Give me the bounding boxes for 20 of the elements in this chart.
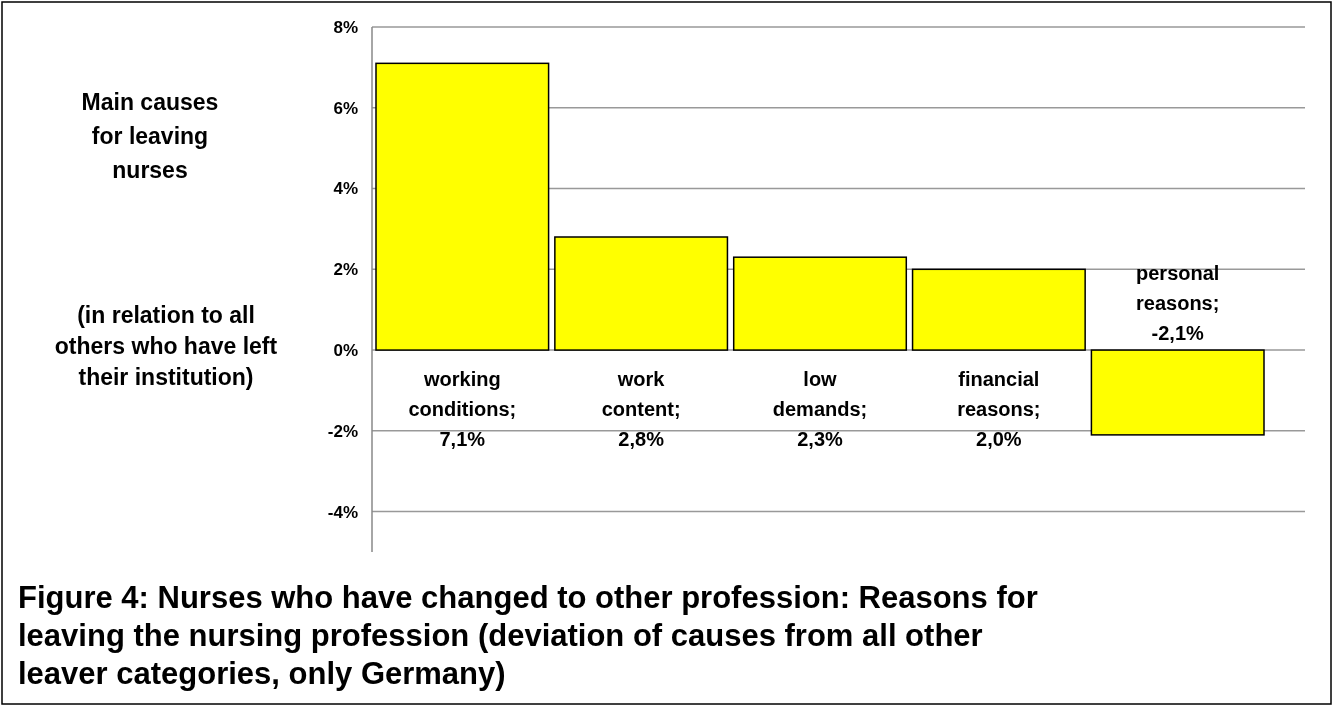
x-tick-label: working conditions; 7,1% bbox=[408, 368, 517, 451]
y-tick-label: 4% bbox=[333, 179, 358, 199]
text: (in relation to all others who have left their institution) bbox=[54, 302, 278, 390]
text: Figure 4: Nurses who have changed to other profession: Reasons for leaving the nursing profession (deviation of causes from all other leaver categories, only Germany) bbox=[18, 580, 1038, 691]
x-tick-label: work content; 2,8% bbox=[601, 368, 681, 451]
y-tick-label: 2% bbox=[333, 260, 358, 280]
y-tick-label: 0% bbox=[333, 341, 358, 361]
bar bbox=[554, 236, 729, 351]
y-tick-label: -4% bbox=[327, 502, 358, 522]
bar bbox=[1090, 349, 1265, 436]
y-tick-label: 8% bbox=[333, 17, 358, 37]
y-tick-label: -2% bbox=[327, 421, 358, 441]
bar bbox=[375, 62, 550, 351]
y-axis-title: Main causes for leaving nurses bbox=[81, 89, 219, 183]
x-tick-label: low demands; 2,3% bbox=[772, 368, 868, 451]
bar bbox=[911, 268, 1086, 351]
y-tick-label: 6% bbox=[333, 98, 358, 118]
bar bbox=[732, 256, 908, 351]
x-tick-label: personal reasons; -2,1% bbox=[1136, 262, 1220, 345]
x-tick-label: financial reasons; 2,0% bbox=[957, 368, 1041, 451]
